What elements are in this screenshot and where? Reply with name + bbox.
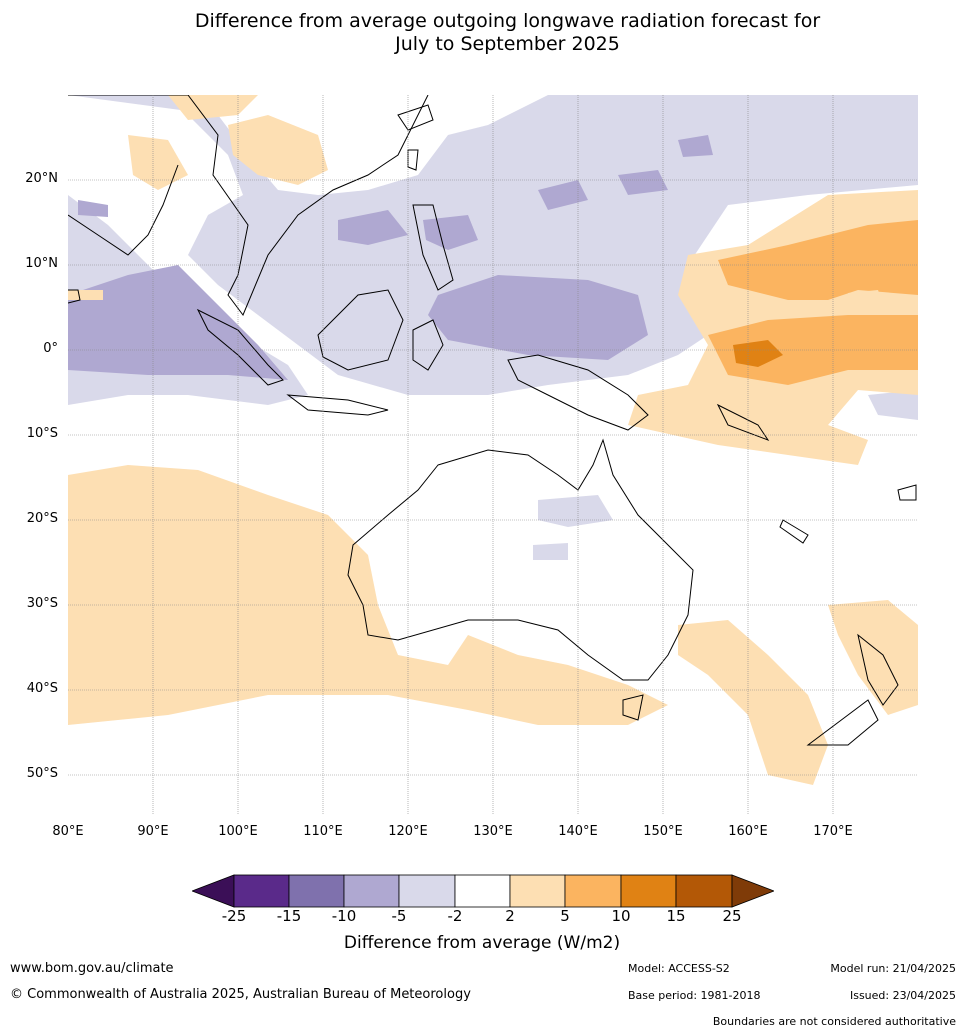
mid-purple-scs	[338, 210, 408, 245]
lon-label-90e: 90°E	[137, 824, 169, 839]
model-name: Model: ACCESS-S2	[628, 962, 730, 975]
light-orange-nz	[828, 600, 918, 715]
colorbar-label-2: -15	[276, 907, 302, 925]
website-link[interactable]: www.bom.gov.au/climate	[10, 961, 174, 976]
lat-label-30s: 30°S	[26, 596, 58, 611]
olr-anomaly-map	[68, 95, 918, 815]
title-line-1: Difference from average outgoing longwav…	[194, 10, 821, 32]
map-gridlines	[68, 95, 918, 815]
new-guinea-outline	[507, 354, 649, 431]
colorbar-bin-8	[620, 874, 677, 908]
light-orange-indian	[68, 465, 668, 725]
colorbar-label-1: -25	[221, 907, 247, 925]
colorbar-bin-9	[675, 874, 733, 908]
borneo-outline	[317, 289, 404, 371]
title-line-2: July to September 2025	[395, 33, 620, 55]
lon-label-80e: 80°E	[52, 824, 84, 839]
light-orange-tasman	[678, 620, 828, 785]
colorbar-label-9: 15	[666, 907, 686, 925]
lon-label-140e: 140°E	[558, 824, 598, 839]
lon-label-160e: 160°E	[728, 824, 768, 839]
orange-pacific-north	[718, 220, 918, 300]
mid-purple-central	[428, 275, 648, 360]
taiwan-outline	[407, 149, 419, 171]
mid-purple-north-3	[678, 135, 713, 157]
lon-label-120e: 120°E	[388, 824, 428, 839]
light-orange-indochina	[228, 115, 328, 185]
lon-label-100e: 100°E	[218, 824, 258, 839]
light-purple-australia-2	[533, 543, 568, 560]
colorbar-label-5: -2	[447, 907, 463, 925]
mid-purple-north-2	[618, 170, 668, 195]
lat-label-10n: 10°N	[25, 256, 58, 271]
colorbar-label-6: 2	[505, 907, 515, 925]
colorbar-bin-7	[564, 874, 622, 908]
colorbar-title: Difference from average (W/m2)	[343, 933, 621, 953]
colorbar-bin-4	[398, 874, 456, 908]
java-outline	[286, 394, 389, 416]
lat-label-40s: 40°S	[26, 681, 58, 696]
lat-label-0: 0°	[43, 341, 58, 356]
light-orange-india	[128, 135, 188, 190]
coastlines	[68, 95, 917, 746]
colorbar-max-extend	[731, 874, 774, 908]
base-period: Base period: 1981-2018	[628, 989, 761, 1002]
boundaries-disclaimer: Boundaries are not considered authoritat…	[712, 1015, 956, 1028]
mid-purple-north-1	[538, 180, 588, 210]
japan-outline	[397, 104, 434, 131]
colorbar-label-7: 5	[560, 907, 570, 925]
colorbar-label-10: 25	[722, 907, 742, 925]
sumatra-outline	[196, 308, 284, 386]
map-canvas	[68, 95, 918, 815]
sulawesi-outline	[412, 319, 444, 371]
lat-label-20s: 20°S	[26, 511, 58, 526]
colorbar-bin-1	[233, 874, 290, 908]
new-caledonia	[779, 519, 809, 544]
colorbar-bin-3	[343, 874, 400, 908]
copyright-notice: © Commonwealth of Australia 2025, Austra…	[10, 987, 471, 1002]
lon-label-150e: 150°E	[643, 824, 683, 839]
nz-south-island	[806, 699, 879, 746]
australia-outline	[347, 438, 694, 681]
light-orange-north	[168, 95, 258, 120]
white-gap-pacific	[848, 290, 883, 307]
light-purple-australia	[538, 495, 613, 527]
lat-label-10s: 10°S	[26, 426, 58, 441]
lon-label-110e: 110°E	[303, 824, 343, 839]
sri-lanka-outline	[68, 289, 81, 304]
lon-label-130e: 130°E	[473, 824, 513, 839]
colorbar-label-8: 10	[611, 907, 631, 925]
colorbar	[192, 874, 774, 908]
dark-orange-core	[733, 340, 783, 367]
colorbar-bin-6	[509, 874, 566, 908]
positive-anomaly-areas	[68, 95, 918, 785]
model-run-date: Model run: 21/04/2025	[830, 962, 956, 975]
issued-date: Issued: 23/04/2025	[849, 989, 956, 1002]
philippines-outline	[412, 204, 454, 291]
mid-purple-philippines	[423, 215, 478, 250]
light-purple-coral	[868, 390, 918, 420]
lon-label-170e: 170°E	[813, 824, 853, 839]
map-title: Difference from average outgoing longwav…	[0, 10, 965, 56]
asia-mainland-outline	[68, 95, 429, 316]
colorbar-bin-2	[288, 874, 345, 908]
tasmania-outline	[622, 694, 644, 721]
nz-north-island	[857, 633, 899, 706]
colorbar-bin-5	[454, 874, 511, 908]
colorbar-min-extend	[192, 874, 235, 908]
mid-purple-bay	[78, 200, 108, 217]
light-orange-bay	[68, 290, 103, 300]
solomon-islands	[716, 403, 770, 442]
lat-label-50s: 50°S	[26, 766, 58, 781]
colorbar-label-4: -5	[391, 907, 407, 925]
india-outline	[68, 164, 179, 256]
orange-pacific-eq	[708, 315, 918, 385]
fiji-islands	[897, 484, 917, 501]
lat-label-20n: 20°N	[25, 171, 58, 186]
colorbar-label-3: -10	[331, 907, 357, 925]
